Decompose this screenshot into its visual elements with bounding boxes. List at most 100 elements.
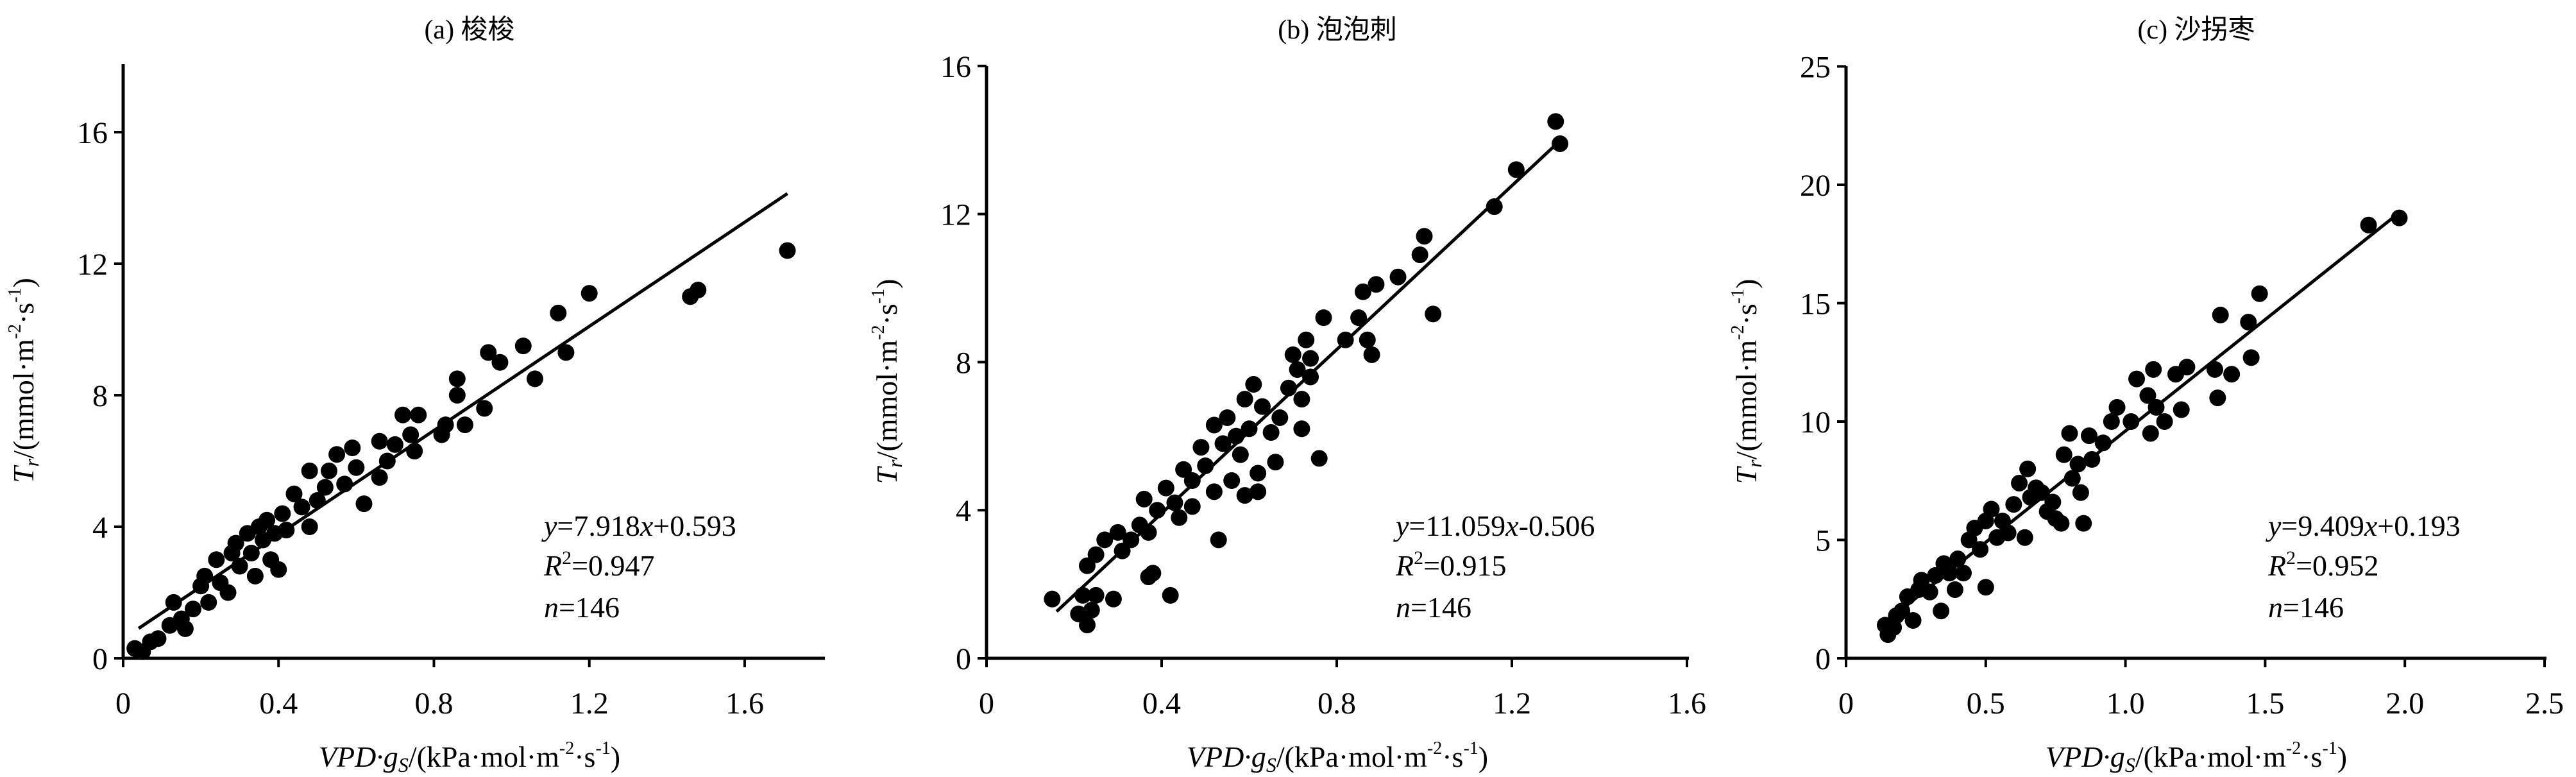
data-point xyxy=(2080,427,2097,445)
label-part: 2 xyxy=(562,547,572,568)
data-point xyxy=(348,459,365,476)
data-point xyxy=(1983,500,2000,518)
data-point xyxy=(1087,586,1105,604)
data-point xyxy=(1354,283,1371,300)
data-point xyxy=(274,505,291,522)
x-tick-label: 2.5 xyxy=(2525,687,2564,721)
data-point xyxy=(2128,370,2146,388)
label-part: VPD·g xyxy=(319,740,398,773)
label-part: /(kPa·mol·m xyxy=(409,740,559,773)
data-point xyxy=(2209,389,2226,407)
data-point xyxy=(2145,361,2162,378)
data-point xyxy=(2240,314,2257,331)
x-axis-label: VPD·gS/(kPa·mol·m-2·s-1) xyxy=(319,739,620,776)
data-point xyxy=(1363,346,1380,363)
label-part: -1 xyxy=(2322,739,2337,758)
data-point xyxy=(2178,359,2196,376)
y-tick-label: 8 xyxy=(92,379,108,413)
data-point xyxy=(1946,581,1963,598)
x-tick-label: 2.0 xyxy=(2385,687,2424,721)
data-point xyxy=(2212,306,2229,323)
label-part: x xyxy=(640,509,654,542)
data-point xyxy=(410,406,427,423)
sample-size: n=146 xyxy=(1396,591,1471,624)
data-point xyxy=(1214,435,1232,452)
data-point xyxy=(2061,425,2078,442)
label-part: /(mmol·m xyxy=(7,339,40,459)
data-point xyxy=(2206,361,2223,378)
data-point xyxy=(1350,309,1368,327)
data-point xyxy=(2044,493,2062,511)
label-part: ·s xyxy=(7,303,40,324)
label-part: =146 xyxy=(559,591,620,624)
label-part: x xyxy=(1505,509,1519,542)
x-tick-label: 1.6 xyxy=(725,687,764,721)
label-part: =7.918 xyxy=(557,509,640,542)
data-point xyxy=(480,344,497,361)
regression-line xyxy=(1055,139,1561,613)
x-tick-label: 0.4 xyxy=(259,687,298,721)
label-part: -2 xyxy=(2286,739,2301,758)
data-point xyxy=(1157,479,1174,497)
data-point xyxy=(185,601,202,618)
data-point xyxy=(1310,450,1328,467)
data-point xyxy=(1999,524,2017,542)
label-part: S xyxy=(398,753,409,776)
label-part: n xyxy=(2268,591,2283,624)
chart-title: (a) 梭梭 xyxy=(424,15,514,45)
data-point xyxy=(1368,276,1385,293)
label-part: ) xyxy=(7,278,40,287)
data-point xyxy=(2053,515,2070,532)
y-tick-label: 0 xyxy=(956,642,971,676)
data-point xyxy=(2251,285,2268,302)
x-tick-label: 1.2 xyxy=(570,687,609,721)
panel-a: (a) 梭梭 0 0.4 0.8 1.2 1.6 0 4 8 12 16 VPD·gS/(kPa·mo… xyxy=(5,15,825,776)
y-tick-label: 16 xyxy=(77,116,108,150)
data-point xyxy=(2016,529,2033,546)
regression-equation: y=7.918x+0.593 xyxy=(541,509,736,542)
data-point xyxy=(580,285,598,302)
data-point xyxy=(514,337,532,355)
y-tick-label: 15 xyxy=(1800,287,1831,321)
label-part: -2 xyxy=(1427,739,1442,758)
y-axis-label: Tr/(mmol·m-2·s-1) xyxy=(869,279,906,484)
x-tick-label: 0 xyxy=(1838,687,1854,721)
x-axis-label: VPD·gS/(kPa·mol·m-2·s-1) xyxy=(2046,739,2347,776)
data-point xyxy=(2223,366,2241,383)
data-point xyxy=(1416,228,1433,245)
y-tick-label: 10 xyxy=(1800,406,1831,440)
data-point xyxy=(293,499,310,516)
data-point xyxy=(1293,420,1310,438)
data-point xyxy=(1109,524,1126,541)
data-point xyxy=(1144,565,1162,582)
x-tick-label: 0.8 xyxy=(414,687,453,721)
data-point xyxy=(1267,454,1284,471)
data-point xyxy=(270,561,287,578)
label-part: r xyxy=(883,459,906,468)
data-point xyxy=(2123,413,2140,430)
data-point xyxy=(1223,472,1241,490)
label-part: +0.193 xyxy=(2377,509,2460,542)
label-part: y xyxy=(2266,509,2282,542)
label-part: -1 xyxy=(5,287,25,302)
label-part: =146 xyxy=(2283,591,2344,624)
data-point xyxy=(1933,602,1950,620)
data-point xyxy=(1921,583,1938,601)
data-point xyxy=(320,462,337,479)
label-part: =9.409 xyxy=(2281,509,2364,542)
data-point xyxy=(1192,439,1210,456)
y-tick-label: 12 xyxy=(77,248,108,282)
data-point xyxy=(2019,460,2037,477)
data-point xyxy=(448,387,466,404)
y-axis-label: Tr/(mmol·m-2·s-1) xyxy=(5,278,43,483)
y-tick-label: 0 xyxy=(1815,642,1831,676)
data-point xyxy=(176,620,194,637)
data-point xyxy=(200,593,217,611)
y-tick-label: 12 xyxy=(940,198,971,232)
x-tick-label: 0.8 xyxy=(1318,687,1356,721)
label-part: R xyxy=(2267,549,2286,582)
data-point xyxy=(1547,113,1564,130)
label-part: /(mmol·m xyxy=(1730,340,1763,460)
label-part: n xyxy=(1396,591,1411,624)
